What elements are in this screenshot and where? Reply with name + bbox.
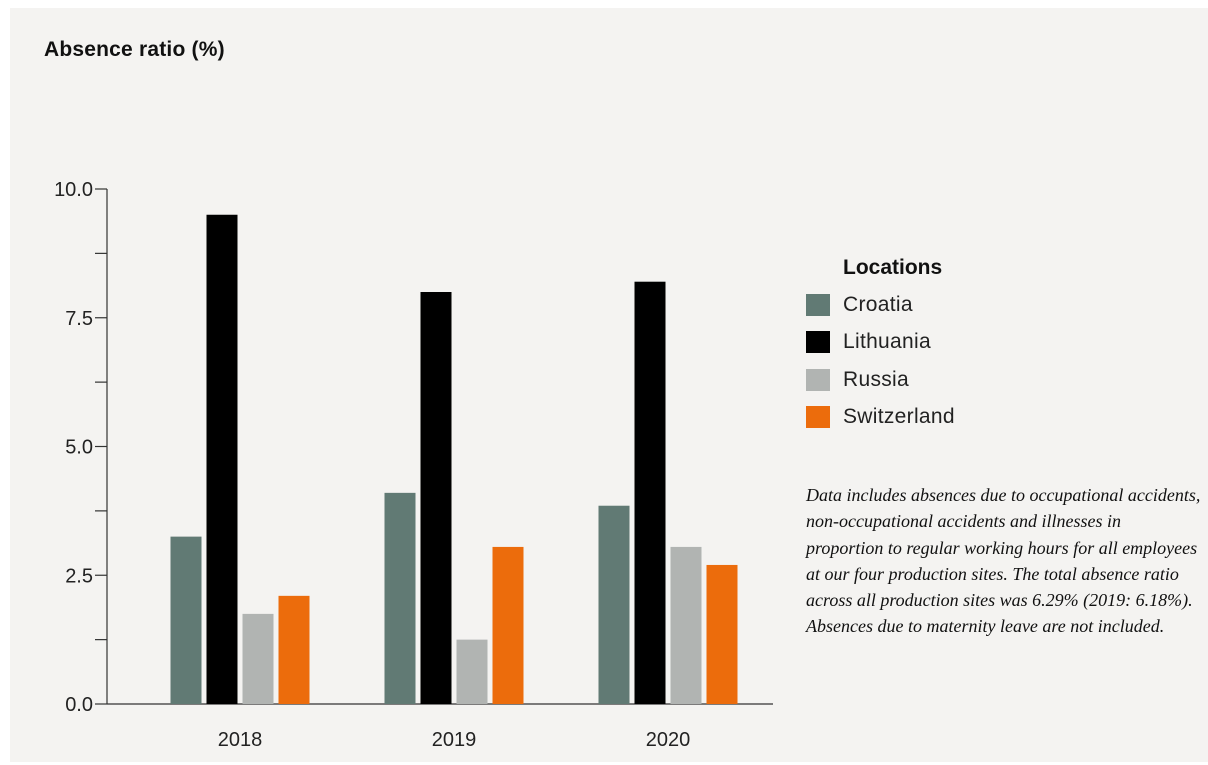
legend-item-croatia: Croatia: [806, 286, 955, 324]
x-axis-labels: 2018 2019 2020: [218, 729, 691, 751]
chart-note: Data includes absences due to occupation…: [806, 485, 1201, 637]
bar-lithuania-2019: [420, 292, 452, 704]
legend-swatch: [806, 293, 830, 316]
legend-swatch: [806, 331, 830, 354]
bar-croatia-2018: [170, 536, 202, 704]
legend-swatch: [806, 368, 830, 391]
y-tick-label: 5.0: [65, 437, 93, 459]
legend-label: Lithuania: [843, 330, 931, 354]
legend-item-lithuania: Lithuania: [806, 324, 955, 362]
bar-croatia-2020: [598, 505, 630, 704]
x-tick-label-2019: 2019: [432, 729, 477, 751]
bar-switzerland-2020: [706, 564, 738, 704]
y-tick-label: 2.5: [65, 565, 93, 587]
legend-label: Croatia: [843, 292, 913, 316]
bar-lithuania-2020: [634, 281, 666, 704]
y-tick-label: 7.5: [65, 308, 93, 330]
x-tick-label-2020: 2020: [646, 729, 691, 751]
bar-russia-2018: [242, 613, 274, 704]
legend-label: Switzerland: [843, 405, 955, 429]
bar-russia-2020: [670, 546, 702, 704]
bar-lithuania-2018: [206, 214, 238, 704]
y-tick-label: 10.0: [54, 179, 93, 201]
legend: Locations Croatia Lithuania Russia Switzerl…: [806, 256, 955, 436]
y-tick-label: 0.0: [65, 694, 93, 716]
legend-swatch: [806, 406, 830, 429]
bar-switzerland-2019: [492, 546, 524, 704]
chart-title: Absence ratio (%): [44, 38, 225, 61]
bar-russia-2019: [456, 639, 488, 704]
legend-items: Croatia Lithuania Russia Switzerland: [806, 286, 955, 436]
bar-croatia-2019: [384, 492, 416, 704]
bars: [170, 214, 738, 704]
legend-title: Locations: [843, 256, 943, 279]
x-tick-label-2018: 2018: [218, 729, 263, 751]
bar-switzerland-2018: [278, 595, 310, 704]
legend-item-russia: Russia: [806, 361, 955, 399]
legend-item-switzerland: Switzerland: [806, 399, 955, 437]
legend-label: Russia: [843, 367, 909, 391]
